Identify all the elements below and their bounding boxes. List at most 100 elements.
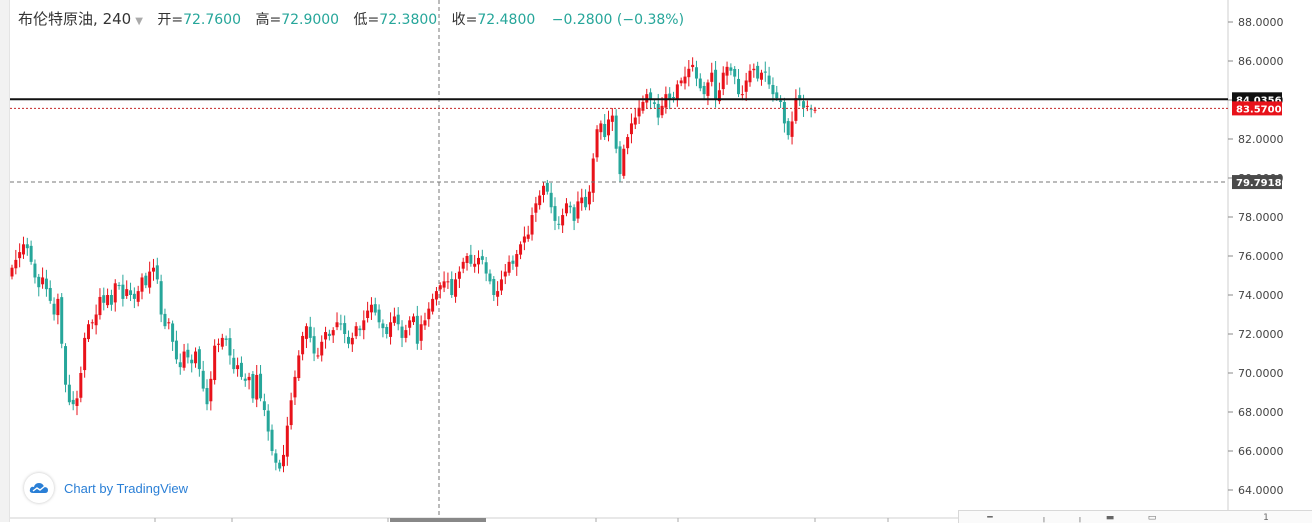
- candle-body: [557, 223, 561, 225]
- candle-body: [568, 205, 572, 208]
- candle-body: [216, 343, 220, 345]
- y-tick-label: 64.0000: [1238, 484, 1284, 497]
- candle-body: [117, 285, 121, 287]
- candle-body: [236, 365, 240, 370]
- candle-body: [614, 115, 618, 149]
- candle-body: [354, 326, 358, 337]
- camera-icon[interactable]: ▬: [1105, 513, 1115, 523]
- pin-icon[interactable]: ╷: [1077, 513, 1083, 523]
- candle-body: [18, 252, 22, 259]
- candle-body: [450, 279, 454, 295]
- candle-body: [64, 346, 68, 385]
- candle-body: [522, 236, 526, 243]
- crosshair-price-label-bg: [1232, 175, 1282, 190]
- tradingview-watermark[interactable]: Chart by TradingView: [24, 473, 214, 503]
- candle-body: [412, 316, 415, 323]
- candle-body: [526, 234, 530, 239]
- candle-body: [224, 338, 228, 340]
- candle-body: [239, 362, 243, 377]
- y-tick-label: 74.0000: [1238, 289, 1284, 302]
- low-value: 72.3800: [379, 12, 438, 28]
- candle-body: [37, 276, 41, 288]
- candle-body: [29, 245, 33, 262]
- candle-body: [580, 197, 584, 204]
- candle-body: [694, 67, 698, 79]
- candle-body: [710, 72, 714, 82]
- candle-body: [415, 315, 419, 344]
- open-value: 72.7600: [183, 12, 241, 28]
- y-tick-label: 66.0000: [1238, 445, 1284, 458]
- candle-body: [109, 295, 113, 305]
- candle-body: [232, 357, 236, 370]
- candle-body: [721, 72, 725, 90]
- candle-body: [52, 303, 56, 315]
- candle-body: [603, 123, 607, 138]
- candle-body: [255, 374, 259, 400]
- scale-label[interactable]: 1: [1263, 513, 1269, 523]
- candle-body: [220, 337, 224, 347]
- candle-body: [771, 84, 775, 95]
- candle-body: [10, 267, 14, 277]
- candle-body: [201, 370, 205, 389]
- candle-body: [381, 323, 385, 329]
- candle-body: [377, 309, 381, 323]
- candle-body: [431, 298, 435, 312]
- pin-icon[interactable]: ╷: [1041, 513, 1047, 523]
- candle-body: [763, 71, 767, 73]
- candle-body: [503, 271, 507, 277]
- candle-body: [725, 66, 729, 76]
- ruler-icon[interactable]: ━: [987, 513, 993, 523]
- candle-body: [21, 244, 25, 255]
- candle-body: [369, 304, 373, 313]
- candle-body: [545, 182, 549, 192]
- candle-body: [316, 355, 320, 357]
- candle-body: [786, 121, 790, 136]
- candle-body: [729, 67, 733, 71]
- candle-body: [289, 400, 293, 426]
- y-tick-label: 82.0000: [1238, 133, 1284, 146]
- candle-body: [167, 322, 171, 324]
- candle-body: [190, 359, 194, 364]
- candle-body: [90, 322, 94, 324]
- candle-body: [515, 254, 519, 267]
- interval-label[interactable]: 240: [102, 10, 132, 28]
- candle-body: [25, 244, 29, 249]
- candle-body: [584, 196, 588, 208]
- candle-body: [767, 75, 771, 85]
- interval-dropdown-icon[interactable]: ▼: [135, 16, 143, 27]
- symbol-name[interactable]: 布伦特原油: [18, 10, 94, 28]
- high-value: 72.9000: [281, 12, 340, 28]
- candle-body: [163, 313, 167, 327]
- candle-body: [186, 349, 190, 358]
- candle-body: [572, 207, 576, 221]
- candle-body: [687, 68, 691, 78]
- candle-body: [94, 314, 98, 326]
- candle-body: [530, 215, 534, 235]
- candle-body: [308, 326, 312, 338]
- candle-body: [587, 191, 591, 205]
- candle-body: [599, 123, 603, 133]
- candle-body: [798, 95, 802, 100]
- candle-body: [140, 277, 144, 292]
- candle-body: [331, 330, 335, 336]
- candle-body: [83, 337, 87, 371]
- candle-body: [672, 97, 676, 99]
- candle-body: [702, 85, 706, 95]
- candle-body: [652, 102, 656, 104]
- candle-body: [171, 323, 175, 342]
- candle-body: [423, 320, 427, 326]
- fullscreen-icon[interactable]: ▭: [1147, 513, 1157, 523]
- candle-body: [519, 244, 523, 255]
- candle-body: [159, 281, 163, 315]
- candle-body: [698, 78, 702, 89]
- red-line-price-label-bg: [1232, 101, 1282, 116]
- candle-body: [408, 320, 412, 328]
- candle-body: [266, 410, 270, 432]
- candle-body: [205, 388, 209, 405]
- candle-body: [44, 278, 48, 290]
- candle-body: [438, 285, 442, 290]
- candle-body: [576, 201, 580, 219]
- candle-body: [71, 399, 75, 405]
